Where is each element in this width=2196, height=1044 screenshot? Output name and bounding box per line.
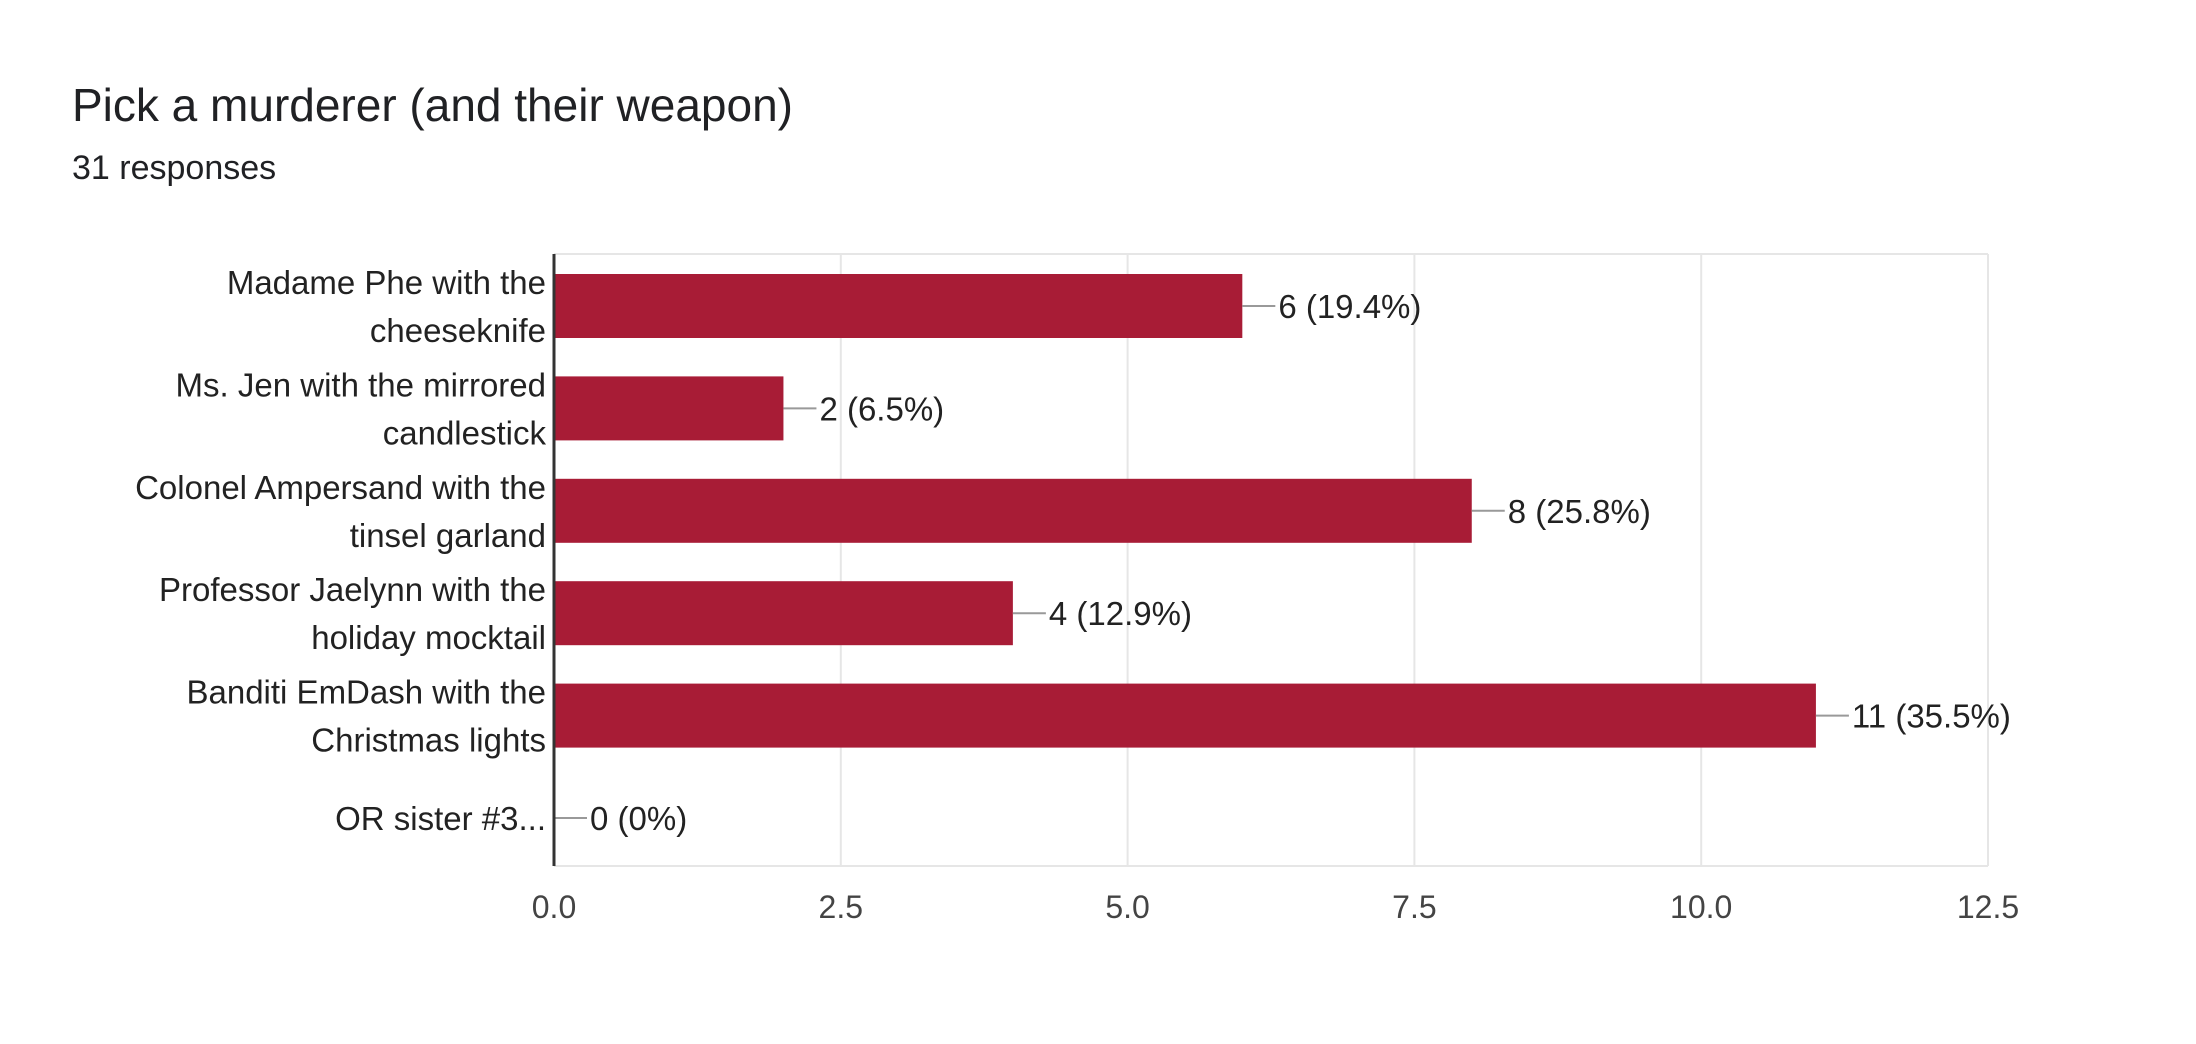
data-label: 4 (12.9%)	[1049, 595, 1192, 632]
category-label: Madame Phe with the cheeseknife	[227, 264, 546, 349]
bar	[554, 274, 1243, 338]
x-tick-label: 5.0	[1105, 889, 1149, 925]
data-label: 6 (19.4%)	[1278, 288, 1421, 325]
bar	[554, 581, 1013, 646]
data-label: 2 (6.5%)	[819, 390, 944, 427]
data-label: 0 (0%)	[590, 800, 687, 837]
x-tick-label: 12.5	[1957, 889, 2019, 925]
data-label: 11 (35.5%)	[1852, 698, 2011, 735]
x-tick-label: 7.5	[1392, 889, 1436, 925]
category-label: Ms. Jen with the mirrored candlestick	[176, 366, 547, 451]
response-count: 31 responses	[72, 149, 277, 187]
x-tick-label: 2.5	[819, 889, 863, 925]
category-label: OR sister #3...	[335, 800, 546, 837]
chart-title: Pick a murderer (and their weapon)	[72, 79, 793, 131]
category-label: Colonel Ampersand with the tinsel garland	[135, 469, 546, 554]
bar	[554, 478, 1472, 543]
x-tick-label: 10.0	[1670, 889, 1732, 925]
category-label: Banditi EmDash with the Christmas lights	[186, 674, 546, 759]
x-tick-label: 0.0	[532, 889, 576, 925]
bar	[554, 683, 1816, 748]
bar	[554, 376, 784, 441]
category-label: Professor Jaelynn with the holiday mockta…	[159, 571, 546, 656]
data-label: 8 (25.8%)	[1508, 493, 1651, 530]
